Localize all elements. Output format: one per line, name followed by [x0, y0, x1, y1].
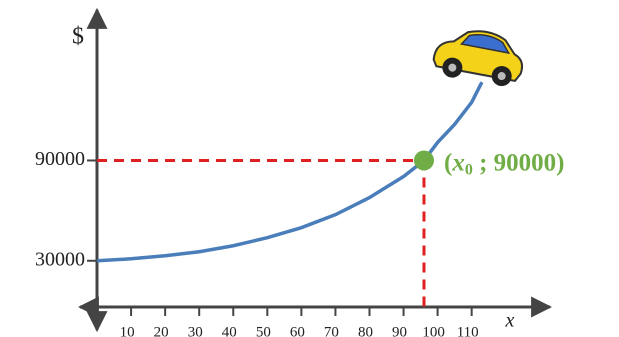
label-part: x	[451, 149, 465, 176]
y-tick-label: 30000	[35, 248, 85, 270]
x-tick-label: 10	[120, 324, 135, 337]
x-tick-label: 110	[457, 324, 479, 337]
x-tick-label: 40	[222, 324, 237, 337]
x-tick-label: 70	[324, 324, 339, 337]
x-axis-label: x	[505, 310, 515, 332]
curve	[96, 81, 484, 263]
y-axis-label: $	[72, 24, 84, 50]
label-part: 0	[465, 161, 473, 178]
x-tick-label: 30	[188, 324, 203, 337]
x-tick-label: 20	[154, 324, 169, 337]
x-tick-label: 80	[358, 324, 373, 337]
label-part: ; 90000)	[473, 149, 565, 176]
x-tick-label: 90	[392, 324, 407, 337]
y-tick-label: 90000	[35, 148, 85, 170]
car-icon	[432, 30, 523, 87]
x-tick-label: 100	[422, 324, 445, 337]
x-tick-label: 60	[290, 324, 305, 337]
x-tick-label: 50	[256, 324, 271, 337]
label-part: (	[444, 149, 452, 176]
point-label: (x0 ; 90000)	[444, 149, 564, 178]
point	[413, 150, 434, 171]
